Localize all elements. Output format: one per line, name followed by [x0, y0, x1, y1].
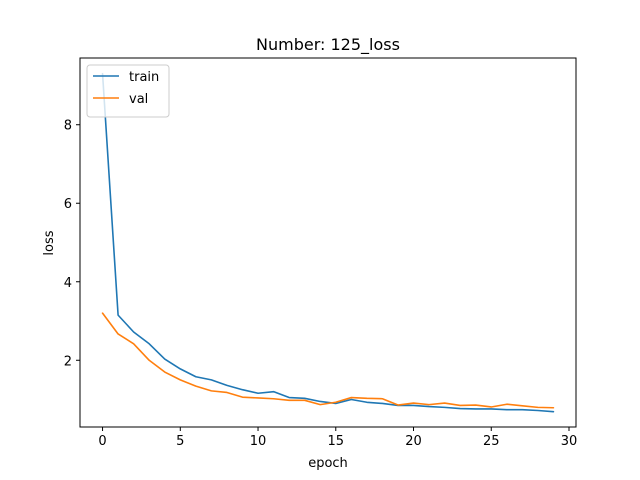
y-tick-label: 6	[64, 197, 72, 212]
x-tick-label: 25	[483, 434, 500, 449]
series-line-train	[101, 72, 555, 413]
legend-label-val: val	[129, 92, 148, 107]
y-tick-label: 2	[64, 354, 72, 369]
legend-label-train: train	[129, 70, 159, 85]
legend: train val	[86, 64, 170, 118]
chart-title: Number: 125_loss	[256, 35, 400, 55]
y-tick-label: 8	[64, 119, 72, 134]
x-axis: 0 5 10 15 20 25 30	[98, 427, 577, 449]
x-tick-label: 20	[405, 434, 422, 449]
y-tick-label: 4	[64, 276, 72, 291]
x-tick-label: 15	[328, 434, 345, 449]
y-axis: 2 4 6 8	[64, 119, 80, 369]
x-tick-label: 0	[98, 434, 106, 449]
x-tick-label: 30	[561, 434, 578, 449]
x-tick-label: 5	[176, 434, 184, 449]
y-axis-label: loss	[42, 230, 57, 255]
legend-box	[86, 64, 170, 118]
x-axis-label: epoch	[308, 456, 348, 471]
x-tick-label: 10	[250, 434, 267, 449]
plot-area	[101, 72, 555, 413]
plot-frame	[79, 57, 577, 428]
series-line-val	[101, 312, 555, 409]
